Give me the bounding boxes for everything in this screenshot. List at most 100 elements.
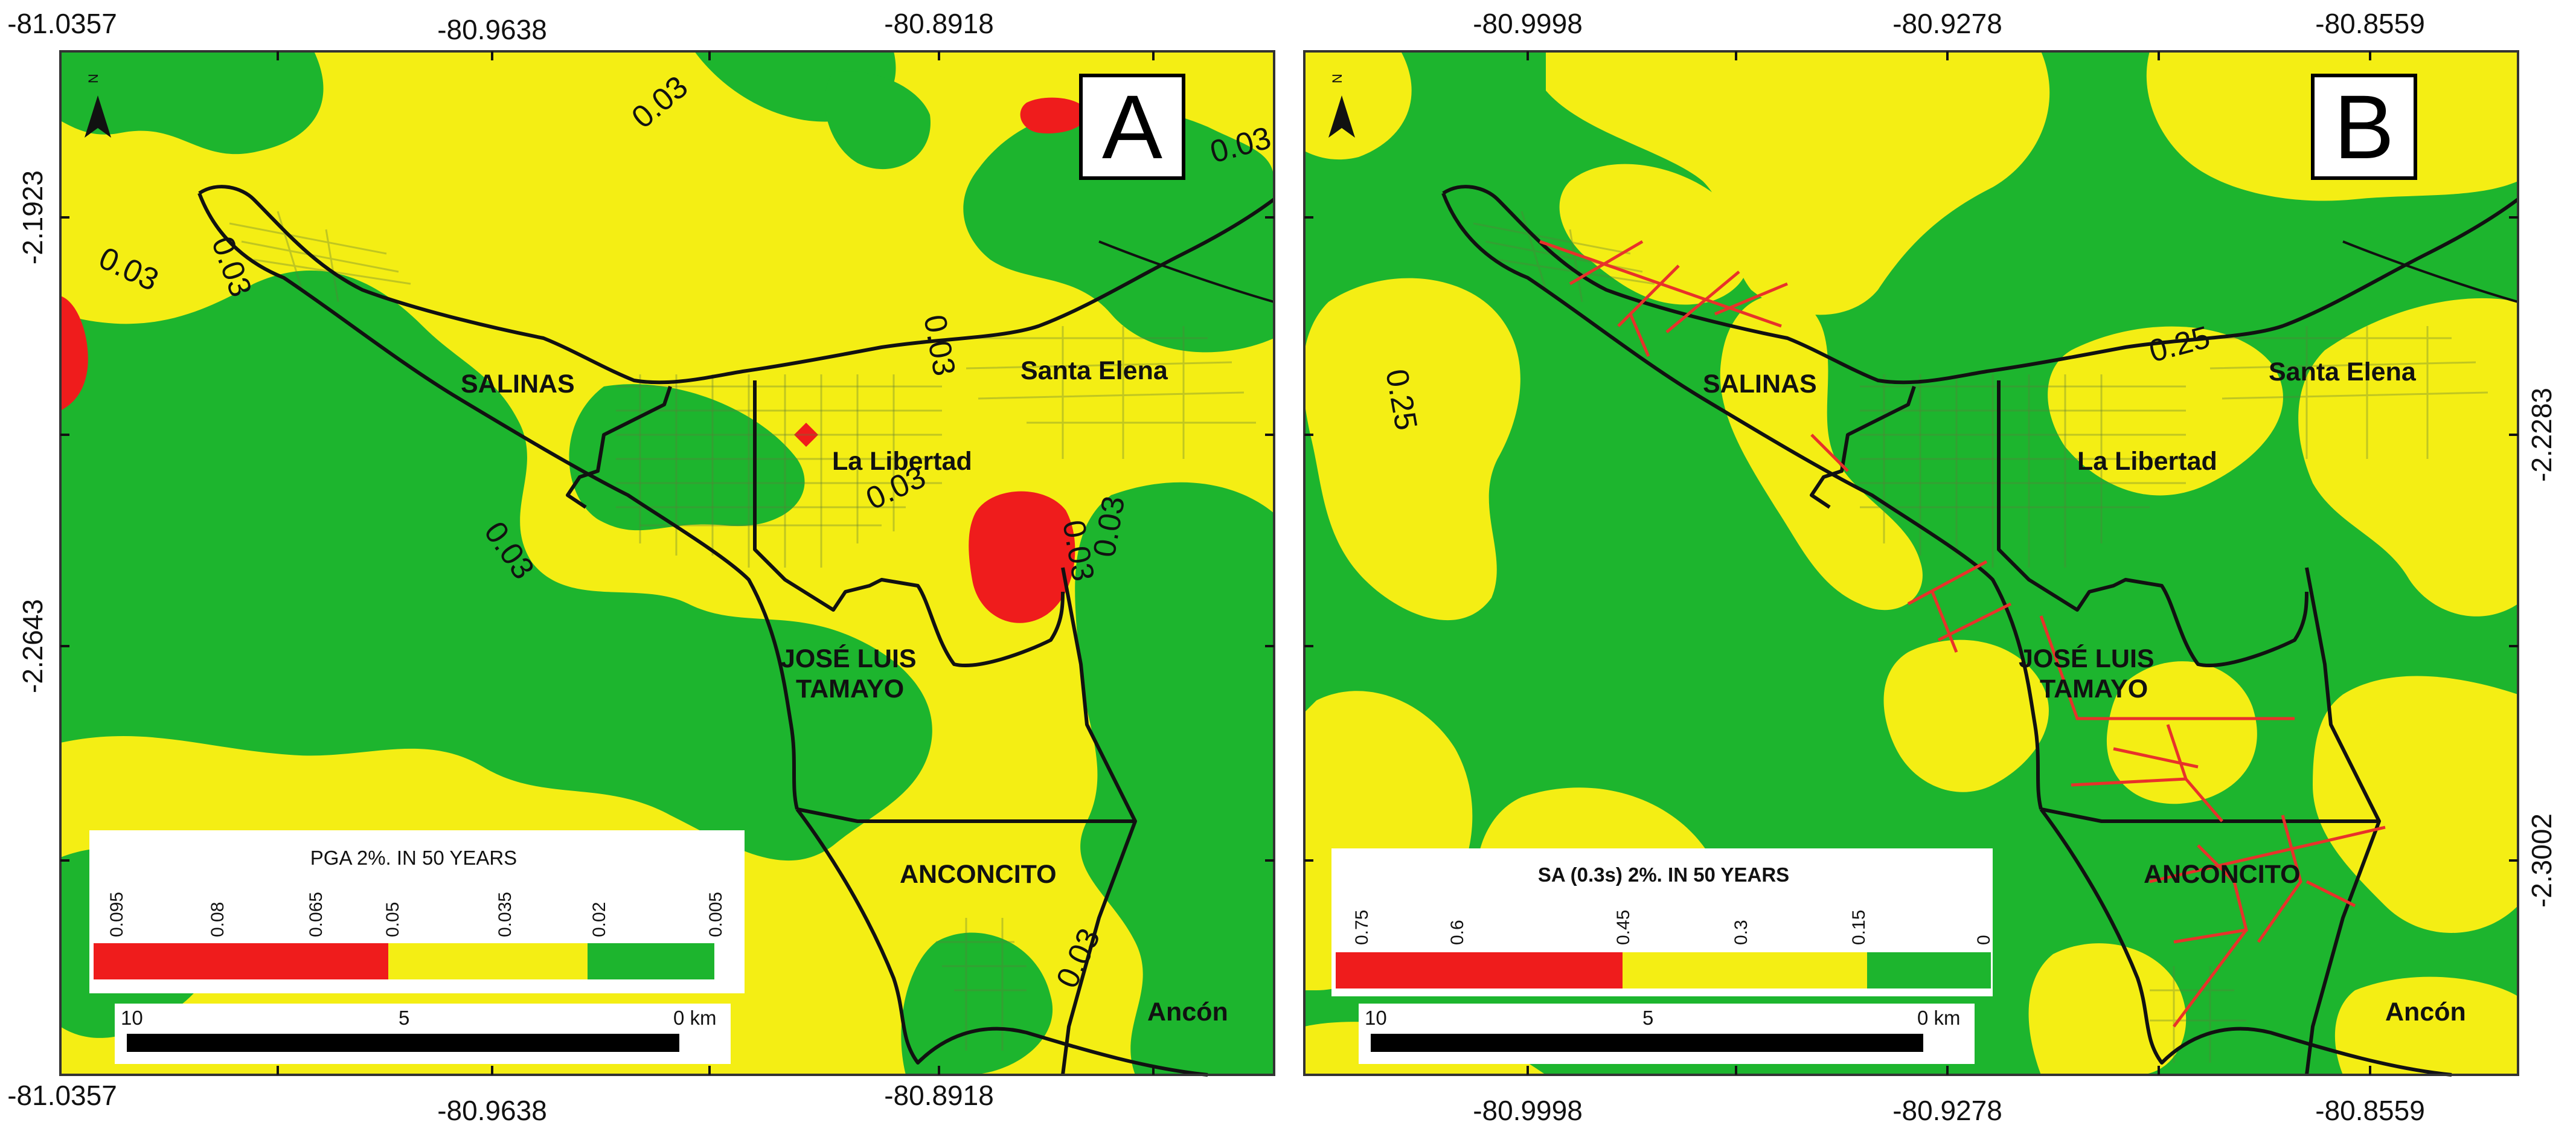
panel-b-yellow-zone [1720, 295, 1923, 610]
panel-a-santa-elena-boundary [1061, 567, 1137, 1075]
panel-b-yellow-zone [2298, 298, 2518, 617]
panel-a-legend-yellow [388, 943, 588, 979]
panel-b-legend-red [1336, 952, 1623, 988]
panel-b-yellow-zone [1546, 51, 2050, 315]
panel-b-town-salinas: SALINAS [1703, 370, 1817, 399]
panel-b-label: B [2334, 76, 2394, 178]
panel-b-yellow-zone [2048, 326, 2283, 496]
panel-b-scale-left: 10 [1365, 1007, 1387, 1029]
panel-b-santa-elena-boundary [2305, 567, 2381, 1075]
panel-a-green-zone [60, 270, 932, 861]
panel-a-boundaries [197, 185, 1275, 1077]
panel-b-yellow-zone [2028, 943, 2187, 1075]
panel-a-town-tamayo: TAMAYO [796, 674, 904, 703]
panel-a-red-zone [794, 423, 818, 447]
panel-b-libertad-boundary [1997, 380, 2308, 667]
panel-a-label: A [1102, 76, 1162, 178]
panel-a-jlt-boundary [796, 807, 1135, 823]
panel-a-red-zone [60, 296, 88, 411]
panel-a-legend-tick: 0.095 [107, 892, 127, 937]
panel-b-legend-tick: 0.3 [1731, 920, 1751, 945]
panel-a-town-santa-elena: Santa Elena [1020, 356, 1168, 385]
panel-a-green-zone [824, 71, 931, 170]
panel-a-legend-green [588, 943, 714, 979]
panel-b-legend-title: SA (0.3s) 2%. IN 50 YEARS [1538, 863, 1789, 886]
panel-a-top-tick: -81.0357 [7, 8, 117, 39]
panel-b-town-santa-elena: Santa Elena [2269, 357, 2417, 386]
panel-a-top-tick: -80.9638 [437, 14, 547, 45]
panel-b-salinas-jlt-boundary [1810, 386, 1916, 509]
panel-b-town-la-libertad: La Libertad [2077, 447, 2217, 476]
panel-b-road [2342, 240, 2519, 303]
panel-b-jlt-boundary [2040, 807, 2379, 823]
panel-a-town-ancon: Ancón [1147, 998, 1228, 1027]
panel-b-town-ancon: Ancón [2385, 998, 2466, 1027]
panel-b-legend-tick: 0.15 [1849, 910, 1869, 945]
panel-a-north-arrow-icon: N [85, 74, 111, 138]
panel-a-legend-tick: 0.035 [495, 892, 515, 937]
panel-a-red-zone [1020, 97, 1088, 133]
panel-b-legend-yellow [1623, 952, 1867, 988]
panel-a-green-zone [1075, 482, 1274, 1075]
panel-b-top-tick: -80.9998 [1473, 8, 1583, 39]
panel-a-top-tick: -80.8918 [884, 8, 994, 39]
panel-b-fault-lines [1539, 240, 2386, 1028]
panel-b-town-anconcito: ANCONCITO [2144, 860, 2301, 889]
panel-a-green-zone [60, 51, 324, 155]
panel-a-coastline [198, 185, 1275, 385]
panel-b-legend: SA (0.3s) 2%. IN 50 YEARS 0.75 0.6 0.45 … [1331, 848, 1994, 996]
panel-a-bottom-tick: -80.9638 [437, 1095, 547, 1126]
panel-b-legend-tick: 0.6 [1447, 920, 1467, 945]
panel-b-anconcito-coast [2039, 808, 2452, 1077]
panel-a-road [1098, 240, 1275, 303]
panel-a-town-anconcito: ANCONCITO [900, 860, 1057, 889]
panel-b-scale-mid: 5 [1642, 1007, 1653, 1029]
panel-b-top-tick: -80.8559 [2315, 8, 2425, 39]
panel-b-label-box: B [2311, 74, 2417, 180]
panel-a-scale-bar: 10 5 0 km [115, 1004, 731, 1064]
panel-b-bottom-tick: -80.8559 [2315, 1095, 2425, 1126]
panel-a-legend-tick: 0.065 [306, 892, 326, 937]
panel-b-urban-texture [1473, 211, 2488, 1063]
panel-a-town-salinas: SALINAS [461, 370, 575, 399]
panel-a-green-zone [901, 932, 1053, 1075]
panel-a-red-zone [969, 491, 1075, 623]
panel-a-left-tick: -2.2643 [17, 599, 48, 693]
panel-b-frame [1303, 50, 2519, 1076]
panel-b-scale-bar: 10 5 0 km [1359, 1004, 1975, 1064]
panel-b-town-jose-luis: JOSÉ LUIS [2019, 644, 2155, 673]
svg-text:N: N [1330, 74, 1345, 83]
panel-b-yellow-zone [1883, 639, 2049, 792]
panel-a-town-la-libertad: La Libertad [832, 447, 972, 476]
panel-b-right-tick: -2.2283 [2526, 388, 2557, 482]
panel-a-scale-right: 0 km [673, 1007, 717, 1029]
panel-a-green-zone [963, 106, 1274, 353]
panel-b-yellow-zone [2334, 976, 2518, 1075]
panel-a-libertad-boundary [753, 380, 1065, 667]
panel-b-yellow-zone [1559, 164, 1750, 305]
panel-b-bottom-tick: -80.9998 [1473, 1095, 1583, 1126]
panel-a-anconcito-coast [795, 808, 1208, 1077]
panel-a-label-box: A [1079, 74, 1185, 180]
svg-text:N: N [86, 74, 101, 83]
panel-b-legend-tick: 0.75 [1352, 910, 1372, 945]
panel-a-scale-left: 10 [121, 1007, 143, 1029]
panel-a-legend-tick: 0.05 [383, 902, 403, 937]
panel-a-frame [59, 50, 1275, 1076]
panel-b-yellow-zone [2106, 661, 2257, 804]
panel-a-legend: PGA 2%. IN 50 YEARS 0.095 0.08 0.065 0.0… [89, 830, 745, 993]
panel-a-town-jose-luis: JOSÉ LUIS [781, 644, 917, 673]
panel-b-top-tick: -80.9278 [1892, 8, 2002, 39]
panel-b-bottom-tick: -80.9278 [1892, 1095, 2002, 1126]
panel-b-north-arrow-icon: N [1328, 74, 1355, 138]
panel-a-legend-tick: 0.08 [208, 902, 228, 937]
panel-a-left-tick: -2.1923 [17, 170, 48, 264]
panel-a-bottom-tick: -81.0357 [7, 1080, 117, 1111]
panel-b: 0.25 0.25 SALINAS Santa Elena La Liberta… [1303, 8, 2557, 1126]
panel-a-bottom-tick: -80.8918 [884, 1080, 994, 1111]
panel-b-coastline [1442, 185, 2519, 385]
panel-b-right-tick: -2.3002 [2526, 813, 2557, 908]
panel-a-salinas-jlt-boundary [566, 386, 672, 509]
panel-b-town-tamayo: TAMAYO [2040, 674, 2148, 703]
